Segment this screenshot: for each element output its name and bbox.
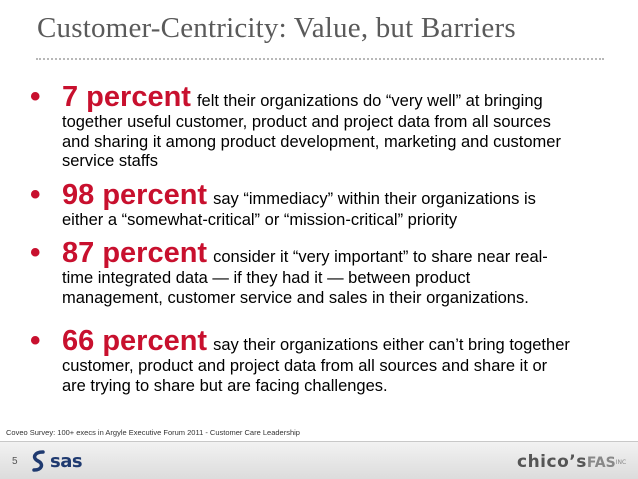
- bullet-icon: •: [30, 324, 41, 357]
- title-divider: [36, 58, 604, 60]
- bullet-continuation: time integrated data — if they had it — …: [62, 269, 622, 308]
- source-citation: Coveo Survey: 100+ execs in Argyle Execu…: [6, 428, 300, 437]
- bullet-icon: •: [30, 236, 41, 269]
- bullet-line: customer, product and project data from …: [62, 357, 548, 375]
- bullet-lead-text: say “immediacy” within their organizatio…: [213, 190, 536, 208]
- page-number: 5: [12, 456, 18, 467]
- stat-highlight: 66 percent: [62, 325, 208, 357]
- slide-title: Customer-Centricity: Value, but Barriers: [37, 12, 516, 44]
- stat-highlight: 98 percent: [62, 179, 208, 211]
- stat-highlight: 87 percent: [62, 237, 208, 269]
- bullet-icon: •: [30, 178, 41, 211]
- bullet-lead-text: felt their organizations do “very well” …: [196, 92, 543, 110]
- bullet-line: and sharing it among product development…: [62, 132, 561, 151]
- chicos-logo-fas: FAS: [586, 455, 616, 471]
- chicos-fas-logo: chico’sFASINC: [517, 452, 626, 472]
- bullet-continuation: either a “somewhat-critical” or “mission…: [62, 211, 622, 231]
- stat-highlight: 7 percent: [62, 81, 191, 113]
- bullet-icon: •: [30, 80, 41, 113]
- footer-bar: 5 sas chico’sFASINC: [0, 441, 638, 479]
- sas-swirl-icon: [32, 450, 45, 472]
- bullet-line: together useful customer, product and pr…: [62, 113, 551, 131]
- bullet-line: either a “somewhat-critical” or “mission…: [62, 211, 458, 229]
- bullet-lead: 87 percent consider it “very important” t…: [62, 238, 548, 272]
- bullet-lead-text: say their organizations either can’t bri…: [213, 336, 570, 354]
- bullet-continuation: together useful customer, product and pr…: [62, 113, 622, 172]
- bullet-line: are trying to share but are facing chall…: [62, 376, 388, 395]
- sas-logo-text: sas: [50, 450, 83, 472]
- bullet-lead: 98 percent say “immediacy” within their o…: [62, 180, 536, 214]
- chicos-logo-name: chico’s: [517, 452, 587, 472]
- sas-logo: sas: [30, 450, 84, 472]
- bullet-lead: 66 percent say their organizations either…: [62, 326, 570, 360]
- bullet-lead: 7 percent felt their organizations do “ve…: [62, 82, 543, 116]
- bullet-line: management, customer service and sales i…: [62, 288, 529, 307]
- bullet-line: time integrated data — if they had it — …: [62, 269, 471, 287]
- chicos-logo-inc: INC: [615, 459, 627, 466]
- bullet-line: service staffs: [62, 152, 158, 170]
- bullet-continuation: customer, product and project data from …: [62, 357, 622, 396]
- bullet-lead-text: consider it “very important” to share ne…: [213, 248, 548, 266]
